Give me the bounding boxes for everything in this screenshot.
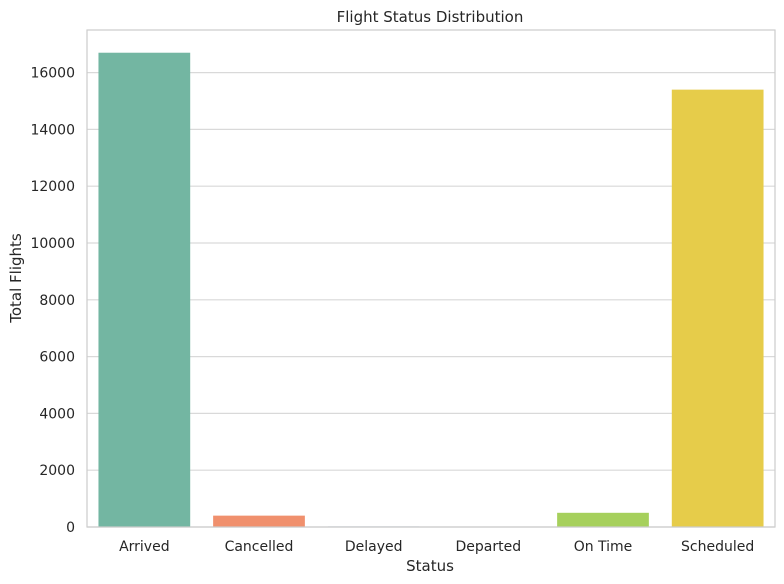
x-tick-label: Arrived — [119, 539, 170, 555]
x-tick-label: On Time — [574, 539, 633, 555]
y-tick-label: 8000 — [39, 293, 75, 309]
y-axis-label: Total Flights — [7, 233, 25, 324]
x-axis-label: Status — [406, 557, 454, 575]
bars — [98, 52, 764, 527]
chart-title: Flight Status Distribution — [337, 8, 524, 26]
y-tick-labels: 0 2000 4000 6000 8000 10000 12000 14000 16000 — [30, 66, 75, 536]
y-tick-label: 4000 — [39, 406, 75, 422]
bar-scheduled — [671, 89, 764, 527]
y-tick-label: 6000 — [39, 350, 75, 366]
x-tick-label: Cancelled — [225, 539, 294, 555]
bar-cancelled — [213, 515, 305, 527]
gridlines — [87, 71, 775, 528]
y-tick-label: 0 — [66, 520, 75, 536]
y-tick-label: 2000 — [39, 463, 75, 479]
y-tick-label: 12000 — [30, 179, 75, 195]
x-tick-label: Departed — [456, 539, 522, 555]
x-tick-labels: Arrived Cancelled Delayed Departed On Time Sc… — [119, 539, 754, 555]
y-tick-label: 14000 — [30, 122, 75, 138]
y-tick-label: 16000 — [30, 66, 75, 82]
plot-frame — [86, 29, 776, 528]
bar-arrived — [98, 52, 191, 527]
y-tick-label: 10000 — [30, 236, 75, 252]
x-tick-label: Scheduled — [681, 539, 754, 555]
bar-on-time — [557, 512, 649, 527]
x-tick-label: Delayed — [345, 539, 403, 555]
